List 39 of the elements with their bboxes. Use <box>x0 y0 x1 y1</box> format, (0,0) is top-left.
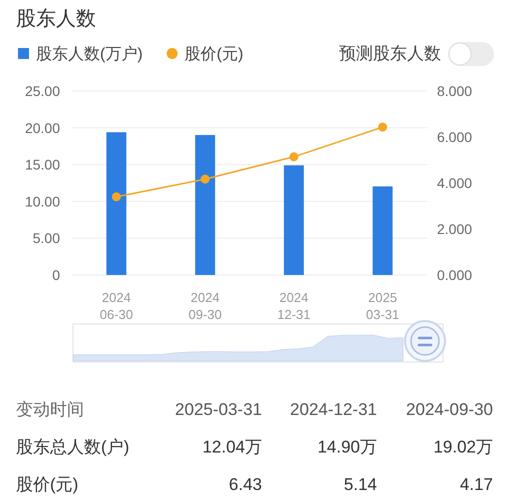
y2-tick-label: 2.000 <box>437 221 472 237</box>
y2-tick-label: 4.000 <box>437 175 472 191</box>
point <box>378 122 388 132</box>
text: 12.04万 <box>202 438 262 456</box>
text: 5.14 <box>344 475 377 494</box>
y-tick-label: 25.00 <box>24 83 60 99</box>
y-tick-label: 20.00 <box>24 120 60 136</box>
text: 6.43 <box>228 475 262 494</box>
text: 19.02万 <box>433 438 493 456</box>
point <box>200 174 210 184</box>
bar <box>372 186 393 275</box>
point <box>289 152 298 162</box>
x-tick-label: 2025 03-31 <box>366 290 400 322</box>
text: 2024-09-30 <box>406 400 493 419</box>
y-tick-label: 10.00 <box>24 193 60 210</box>
legend-label: 股东人数(万户) <box>36 45 143 63</box>
text: 2025-03-31 <box>175 400 262 419</box>
x-tick-label: 2024 06-30 <box>100 290 133 322</box>
y-tick-label: 0 <box>52 267 60 283</box>
legend-label: 股价(元) <box>184 46 244 63</box>
chart-title: 股东人数 <box>16 8 96 30</box>
y2-tick-label: 0.000 <box>437 267 472 283</box>
text: 变动时间 <box>16 400 84 419</box>
y-tick-label: 15.00 <box>24 156 60 173</box>
y2-tick-label: 6.000 <box>437 129 472 145</box>
y-tick-label: 5.00 <box>32 230 60 246</box>
x-tick-label: 2024 09-30 <box>188 290 222 322</box>
text: 2024-12-31 <box>290 400 377 419</box>
point <box>112 192 121 202</box>
bar <box>195 135 216 275</box>
text: 4.17 <box>460 475 493 494</box>
bar <box>106 132 126 275</box>
text: 预测股东人数 <box>339 44 441 63</box>
text: 股价(元) <box>16 475 78 494</box>
text: 股东总人数(户) <box>16 438 130 456</box>
bar <box>284 165 304 275</box>
y2-tick-label: 8.000 <box>437 83 472 99</box>
x-tick-label: 2024 12-31 <box>277 290 310 322</box>
text: 14.90万 <box>317 438 377 456</box>
